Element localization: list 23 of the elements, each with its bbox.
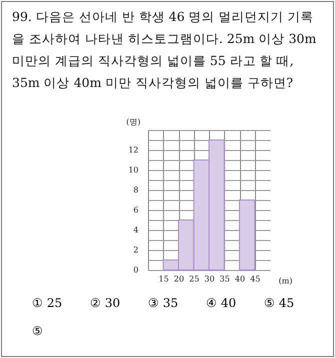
y-tick-label: 4 bbox=[133, 226, 138, 234]
chart-title: 99. 다음은 선아네 반 학생 46 명의 멀리던지기 기록을 조사하여 나타낸 히스토그램이다. 25m 이상 30m 미만의 계급의 직사각형의 넓이를 55 라고 할 때, 35m 이상 40m 미만 직사각형의 넓이를 구하면? bbox=[12, 8, 318, 92]
y-tick-label: 0 bbox=[133, 266, 138, 274]
y-tick-label: 12 bbox=[128, 146, 138, 154]
text: ① 25 bbox=[32, 296, 64, 310]
y-axis-title: (명) bbox=[126, 118, 140, 126]
x-tick-label: 30 bbox=[204, 274, 215, 284]
x-tick-label: 20 bbox=[174, 274, 184, 284]
y-tick-label: 8 bbox=[133, 186, 138, 194]
x-tick-label: 15 bbox=[158, 274, 169, 284]
text: ⑤ 45 bbox=[264, 296, 296, 310]
x-tick-label: 35 bbox=[220, 274, 230, 284]
text: ③ 35 bbox=[148, 296, 180, 310]
x-tick-label: 25 bbox=[189, 274, 200, 284]
y-tick-label: 10 bbox=[128, 166, 138, 174]
x-tick-label: 40 bbox=[234, 274, 246, 284]
text: ② 30 bbox=[90, 296, 122, 310]
y-tick-label: 2 bbox=[133, 246, 138, 254]
text: ④ 40 bbox=[206, 296, 238, 310]
x-axis-title: (m) bbox=[278, 276, 292, 286]
y-tick-label: 6 bbox=[133, 206, 138, 214]
x-tick-label: 45 bbox=[250, 274, 260, 284]
text: ⑤ bbox=[32, 324, 44, 338]
